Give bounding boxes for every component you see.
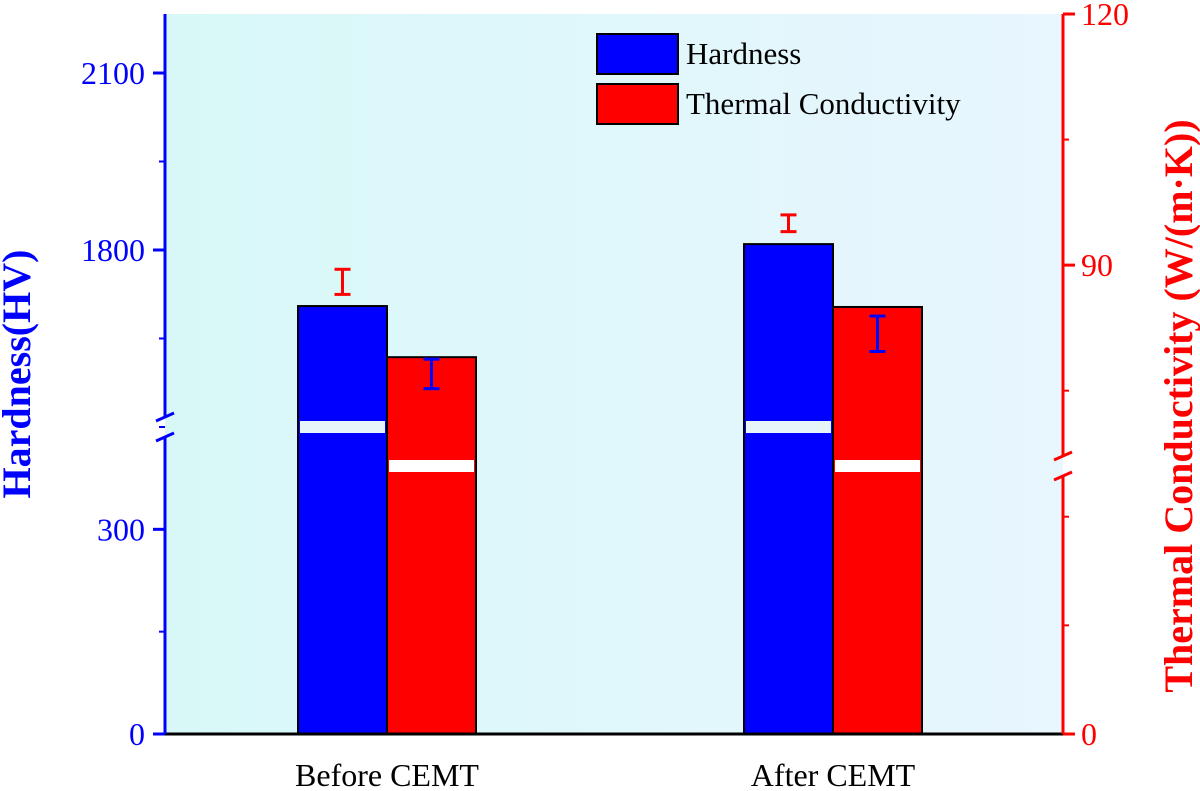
bar-thermal-conductivity-1 — [832, 305, 923, 735]
error-bar-hardness-1 — [780, 213, 797, 234]
legend-swatch-0 — [596, 33, 679, 75]
error-bar-thermal-conductivity-1 — [869, 314, 886, 353]
category-label-0: Before CEMT — [295, 757, 479, 791]
category-label-1: After CEMT — [751, 757, 916, 791]
right-tick-label-1: 90 — [1081, 247, 1113, 283]
left-tick-label-0: 0 — [129, 716, 145, 752]
left-tick-label-1: 300 — [97, 511, 145, 547]
left-axis-title: Hardness(HV) — [0, 250, 39, 499]
bar-thermal-conductivity-0 — [386, 356, 477, 735]
left-tick-label-3: 2100 — [81, 55, 145, 91]
legend-swatch-1 — [596, 83, 679, 125]
bar-break-gap-thermal-1 — [835, 460, 920, 472]
error-bar-hardness-0 — [334, 267, 351, 296]
legend-label-0: Hardness — [686, 36, 801, 71]
legend: Hardness Thermal Conductivity — [596, 33, 961, 125]
legend-label-1: Thermal Conductivity — [686, 86, 961, 121]
bar-break-gap-hardness-1 — [746, 421, 831, 433]
right-axis-title: Thermal Conductivity (W/(m·K)) — [1156, 119, 1200, 692]
bar-break-gap-hardness-0 — [300, 421, 385, 433]
left-tick-label-2: 1800 — [81, 232, 145, 268]
right-axis-break — [1053, 450, 1073, 482]
error-bar-thermal-conductivity-0 — [423, 357, 440, 391]
bar-hardness-1 — [743, 243, 834, 735]
bar-hardness-0 — [297, 305, 388, 735]
right-tick-label-2: 120 — [1081, 0, 1129, 32]
bar-break-gap-thermal-0 — [389, 460, 474, 472]
left-axis-break — [155, 411, 175, 443]
right-tick-label-0: 0 — [1081, 716, 1097, 752]
